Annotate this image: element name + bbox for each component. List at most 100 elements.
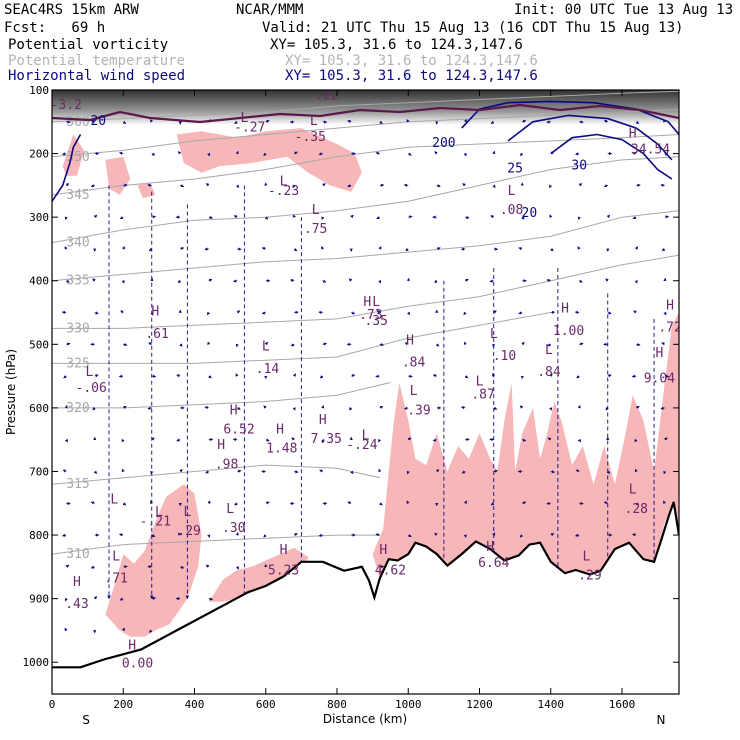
annotation-67: -.22 bbox=[307, 89, 338, 104]
wind-vector-199 bbox=[406, 500, 410, 505]
wind-vector-113 bbox=[235, 532, 239, 536]
wind-vector-98 bbox=[205, 564, 210, 568]
wind-vector-172 bbox=[379, 120, 383, 124]
wind-vector-43 bbox=[123, 405, 127, 409]
annotation-49: L bbox=[372, 295, 380, 310]
annotation-75: 25 bbox=[507, 162, 523, 177]
wind-vector-247 bbox=[518, 247, 523, 251]
wind-vector-256 bbox=[519, 534, 524, 538]
wind-vector-91 bbox=[207, 341, 211, 345]
wind-vector-261 bbox=[550, 247, 554, 252]
annotation-54: .10 bbox=[493, 349, 516, 364]
wind-vector-52 bbox=[151, 152, 156, 156]
annotation-8: .30 bbox=[222, 521, 245, 536]
wind-contour-1 bbox=[507, 114, 673, 161]
annotation-69: L bbox=[508, 184, 516, 199]
wind-vector-284 bbox=[574, 533, 580, 537]
theta-contour-330 bbox=[52, 254, 679, 329]
wind-vector-118 bbox=[264, 216, 269, 220]
theta-label-345: 345 bbox=[66, 188, 89, 203]
annotation-42: -.06 bbox=[76, 381, 107, 396]
wind-vector-183 bbox=[378, 468, 382, 473]
wind-vector-194 bbox=[404, 342, 409, 346]
wind-vector-133 bbox=[292, 214, 296, 218]
annotation-19: L bbox=[582, 549, 590, 564]
wind-vector-131 bbox=[294, 151, 298, 155]
wind-vector-282 bbox=[575, 469, 580, 473]
annotation-51: H bbox=[406, 333, 414, 348]
field-xy-wind: XY= 105.3, 31.6 to 124.3,147.6 bbox=[285, 68, 538, 84]
wind-vector-178 bbox=[376, 310, 381, 314]
wind-vector-31 bbox=[90, 565, 95, 569]
annotation-26: 6.52 bbox=[223, 422, 254, 437]
wind-vector-246 bbox=[521, 216, 525, 220]
wind-vector-25 bbox=[94, 374, 99, 378]
wind-vector-312 bbox=[631, 533, 637, 537]
annotation-58: .72 bbox=[658, 321, 681, 336]
wind-vector-308 bbox=[636, 405, 640, 409]
wind-vector-169 bbox=[350, 470, 354, 474]
wind-vector-92 bbox=[208, 375, 212, 379]
terrain bbox=[52, 501, 679, 694]
wind-vector-266 bbox=[549, 407, 553, 411]
wind-vector-3 bbox=[64, 216, 68, 221]
annotation-62: .75 bbox=[304, 222, 327, 237]
wind-contour-3 bbox=[52, 134, 82, 202]
wind-vector-81 bbox=[177, 532, 182, 537]
theta-label-340: 340 bbox=[66, 236, 89, 251]
y-tick-label-100: 100 bbox=[29, 84, 49, 97]
annotation-6: .29 bbox=[177, 524, 200, 539]
annotation-64: -.27 bbox=[234, 120, 265, 135]
org-label: NCAR/MMM bbox=[236, 2, 304, 18]
y-tick-label-800: 800 bbox=[29, 529, 49, 542]
annotation-9: L bbox=[112, 549, 120, 564]
wind-vector-100 bbox=[234, 120, 238, 124]
wind-vector-2 bbox=[65, 183, 70, 187]
annotation-70: .08 bbox=[500, 203, 523, 218]
wind-vector-37 bbox=[119, 216, 124, 220]
terrain-line bbox=[52, 501, 679, 669]
wind-vector-227 bbox=[463, 500, 467, 505]
wind-vector-208 bbox=[435, 343, 440, 347]
y-tick-label-400: 400 bbox=[29, 275, 49, 288]
annotation-11: H bbox=[128, 638, 136, 653]
wind-vector-192 bbox=[406, 277, 410, 282]
annotation-60: -.23 bbox=[268, 184, 299, 199]
wind-vector-140 bbox=[291, 437, 295, 441]
annotation-46: .14 bbox=[256, 362, 280, 377]
wind-vector-109 bbox=[237, 406, 241, 410]
wind-vector-250 bbox=[521, 341, 525, 346]
y-axis-label: Pressure (hPa) bbox=[4, 349, 18, 435]
wind-contour-0 bbox=[461, 100, 679, 136]
theta-contour-335 bbox=[52, 210, 679, 282]
wind-vector-121 bbox=[261, 311, 266, 315]
init-label: Init: 00 UTC Tue 13 Aug 13 bbox=[514, 2, 734, 18]
wind-vector-26 bbox=[92, 406, 96, 411]
wind-vector-32 bbox=[93, 596, 98, 600]
y-tick-label-300: 300 bbox=[29, 211, 49, 224]
wind-vector-311 bbox=[635, 502, 640, 506]
y-tick-label-200: 200 bbox=[29, 148, 49, 161]
wind-vector-268 bbox=[550, 470, 556, 474]
wind-vector-318 bbox=[663, 277, 667, 282]
pv-region-3 bbox=[137, 182, 156, 199]
wind-vector-15 bbox=[64, 597, 68, 602]
annotation-41: L bbox=[85, 365, 93, 380]
wind-vector-255 bbox=[522, 501, 527, 505]
annotation-44: .61 bbox=[145, 327, 168, 342]
wind-vector-134 bbox=[293, 247, 298, 252]
fcst-label: Fcst: 69 h bbox=[4, 20, 106, 36]
wind-vector-124 bbox=[263, 405, 267, 409]
wind-vector-60 bbox=[147, 406, 152, 410]
wind-vector-155 bbox=[319, 469, 323, 473]
annotation-68: -3.2 bbox=[51, 98, 82, 113]
annotation-61: L bbox=[312, 203, 320, 218]
annotation-12: 0.00 bbox=[122, 656, 153, 671]
wind-vector-185 bbox=[375, 533, 380, 537]
annotation-77: 20 bbox=[522, 206, 538, 221]
wind-vector-39 bbox=[121, 280, 125, 284]
wind-vector-78 bbox=[176, 438, 181, 442]
wind-vector-206 bbox=[434, 279, 438, 284]
wind-vector-164 bbox=[351, 311, 356, 315]
wind-vector-96 bbox=[207, 500, 211, 505]
